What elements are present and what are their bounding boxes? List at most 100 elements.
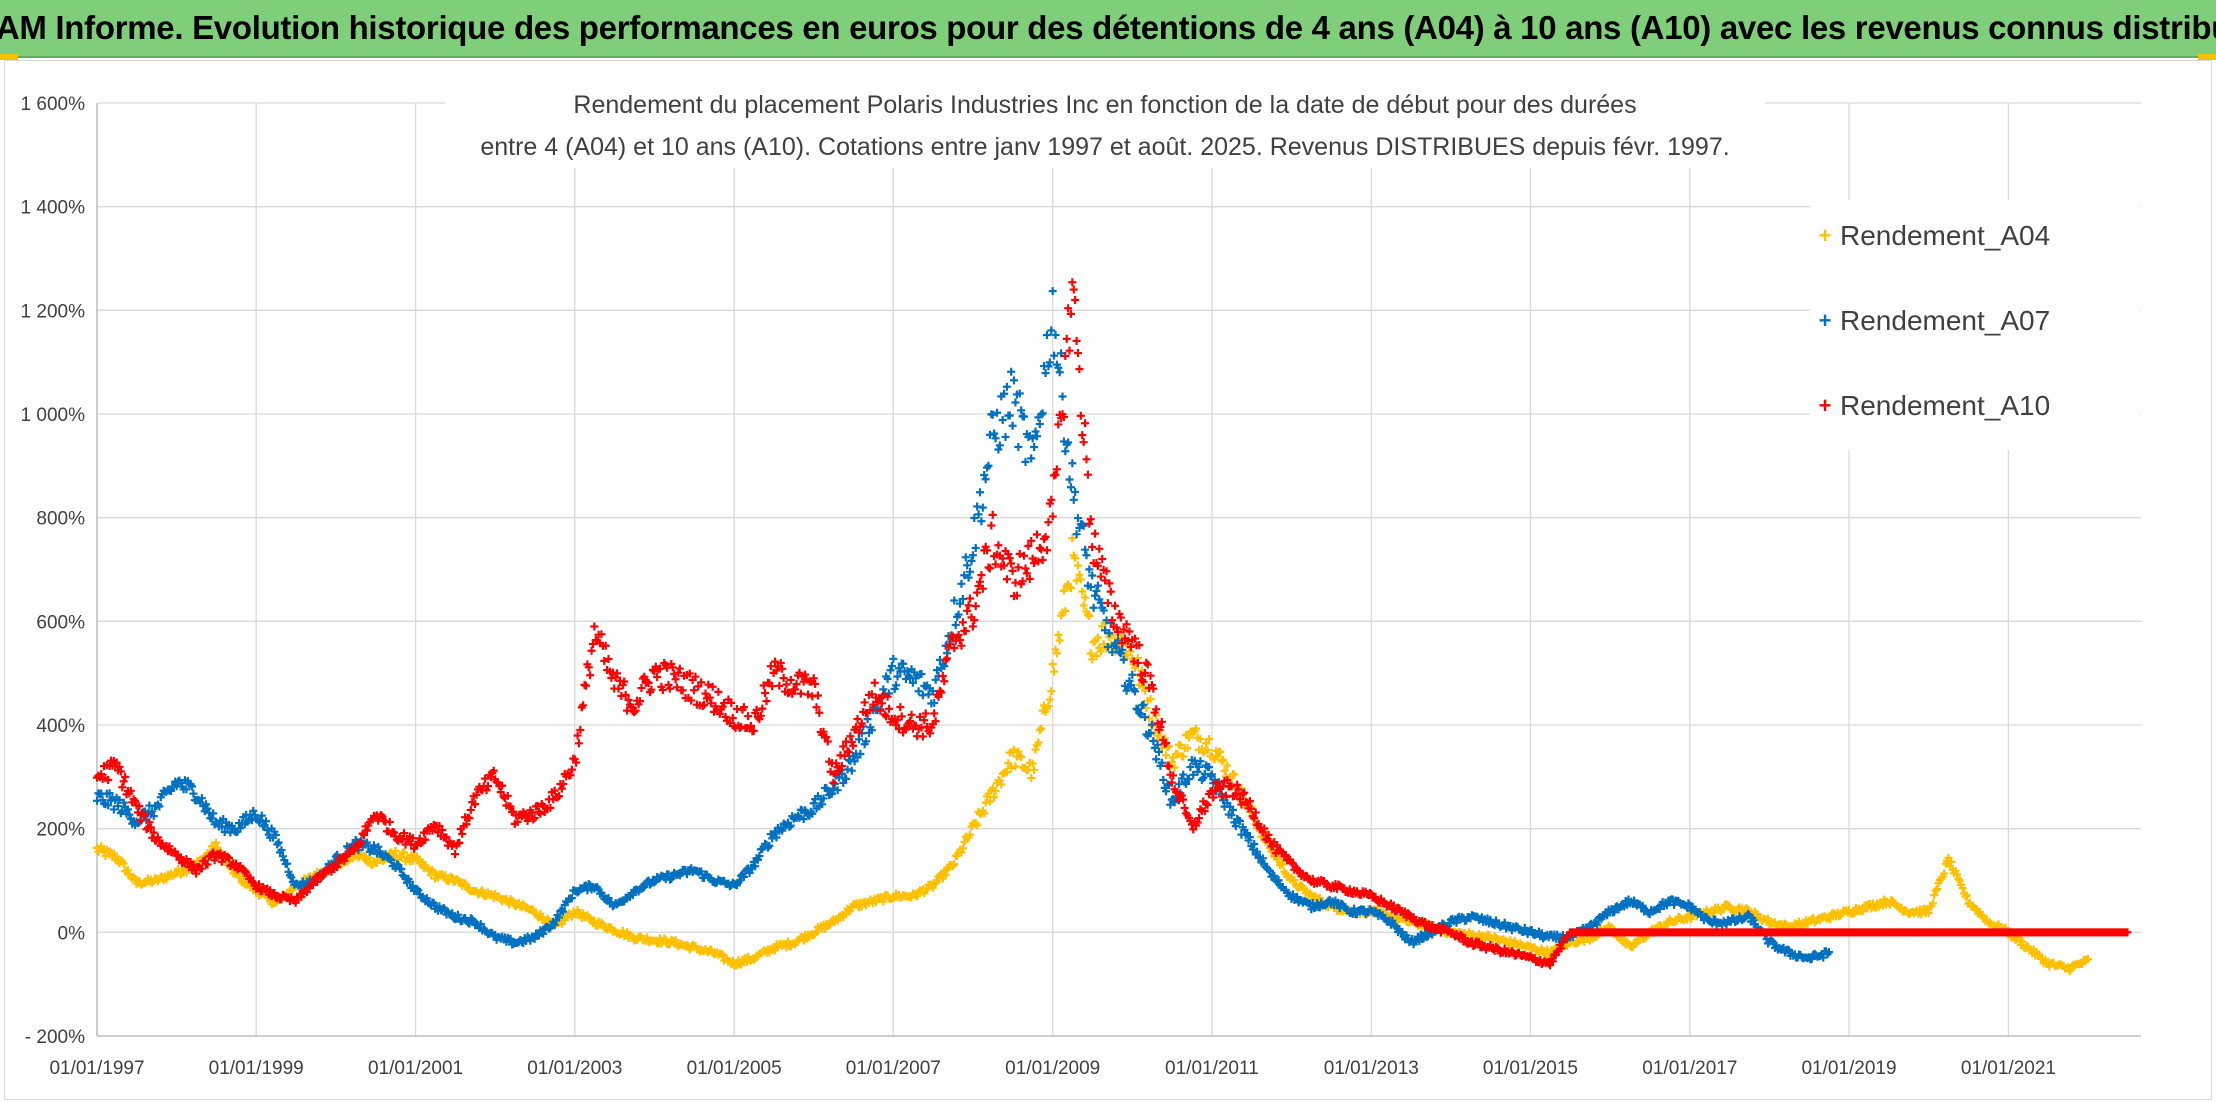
data-point — [870, 678, 879, 687]
data-point — [466, 805, 475, 814]
data-point — [921, 682, 930, 691]
data-point — [188, 782, 197, 791]
data-point — [1054, 363, 1063, 372]
data-point — [827, 789, 836, 798]
data-point — [1152, 755, 1161, 764]
data-point — [1021, 564, 1030, 573]
data-point — [1962, 891, 1971, 900]
x-tick-label: 01/01/2007 — [846, 1058, 941, 1079]
data-point — [854, 735, 863, 744]
data-point — [1167, 757, 1176, 766]
legend: + Rendement_A04 + Rendement_A07 + Rendem… — [1810, 200, 2140, 450]
data-point — [1928, 899, 1937, 908]
data-point — [1061, 607, 1070, 616]
data-point — [1048, 512, 1057, 521]
data-point — [990, 429, 999, 438]
data-point — [478, 886, 487, 895]
data-point — [1145, 714, 1154, 723]
data-point — [1083, 470, 1092, 479]
data-point — [930, 698, 939, 707]
data-point — [1007, 559, 1016, 568]
legend-label-a07: Rendement_A07 — [1840, 305, 2051, 336]
data-point — [961, 627, 970, 636]
data-point — [263, 826, 272, 835]
data-point — [957, 641, 966, 650]
data-point — [400, 848, 409, 857]
chart-frame — [4, 60, 2212, 1100]
data-point — [1032, 530, 1041, 539]
data-point — [1968, 901, 1977, 910]
data-point — [385, 817, 394, 826]
data-point — [1091, 529, 1100, 538]
data-point — [1082, 551, 1091, 560]
data-point — [1079, 521, 1088, 530]
data-point — [985, 430, 994, 439]
data-point — [1305, 889, 1314, 898]
data-point — [1099, 606, 1108, 615]
data-point — [772, 833, 781, 842]
data-point — [1042, 546, 1051, 555]
data-point — [1015, 389, 1024, 398]
data-point — [1042, 331, 1051, 340]
data-point — [842, 774, 851, 783]
data-point — [1350, 904, 1359, 913]
data-point — [843, 765, 852, 774]
data-point — [913, 892, 922, 901]
data-point — [189, 789, 198, 798]
data-point — [1038, 556, 1047, 565]
data-point — [1140, 712, 1149, 721]
data-point — [1719, 905, 1728, 914]
data-point — [1093, 581, 1102, 590]
data-point — [1047, 687, 1056, 696]
data-point — [928, 687, 937, 696]
data-point — [826, 920, 835, 929]
data-point — [1186, 763, 1195, 772]
data-point — [762, 697, 771, 706]
data-point — [1183, 744, 1192, 753]
data-point — [465, 919, 474, 928]
data-point — [1179, 752, 1188, 761]
data-point — [1055, 368, 1064, 377]
data-point — [217, 822, 226, 831]
data-point — [1028, 434, 1037, 443]
data-point — [930, 709, 939, 718]
data-point — [971, 544, 980, 553]
data-point — [958, 594, 967, 603]
data-point — [997, 780, 1006, 789]
data-point — [739, 872, 748, 881]
data-point — [1078, 431, 1087, 440]
data-point — [1028, 759, 1037, 768]
data-point — [933, 877, 942, 886]
data-point — [559, 907, 568, 916]
series-rendement-a04 — [93, 534, 2093, 976]
x-tick-label: 01/01/2003 — [527, 1058, 622, 1079]
data-point — [1157, 758, 1166, 767]
data-point — [671, 936, 680, 945]
data-point — [1274, 855, 1283, 864]
data-point — [451, 850, 460, 859]
data-point — [1958, 884, 1967, 893]
y-tick-label: - 200% — [25, 1027, 85, 1048]
data-point — [125, 810, 134, 819]
data-point — [808, 809, 817, 818]
data-point — [785, 822, 794, 831]
data-point — [971, 602, 980, 611]
data-point — [917, 670, 926, 679]
data-point — [1088, 571, 1097, 580]
x-tick-label: 01/01/2001 — [368, 1058, 463, 1079]
data-point — [998, 416, 1007, 425]
data-point — [1200, 769, 1209, 778]
data-point — [918, 732, 927, 741]
data-point — [461, 879, 470, 888]
data-point — [1288, 890, 1297, 899]
data-point — [236, 824, 245, 833]
data-point — [980, 809, 989, 818]
data-point — [1008, 421, 1017, 430]
data-point — [1030, 765, 1039, 774]
data-point — [975, 488, 984, 497]
data-point — [771, 828, 780, 837]
data-point — [744, 712, 753, 721]
data-point — [1088, 655, 1097, 664]
data-point — [1139, 700, 1148, 709]
